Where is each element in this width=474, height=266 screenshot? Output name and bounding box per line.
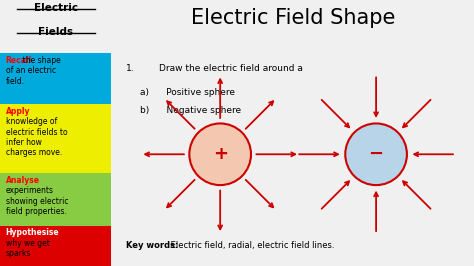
Text: −: −	[368, 145, 383, 163]
Text: Key words:: Key words:	[126, 241, 178, 250]
Text: why we get
sparks: why we get sparks	[6, 228, 49, 258]
Text: the shape
of an electric
field.: the shape of an electric field.	[6, 56, 60, 86]
Text: Draw the electric field around a: Draw the electric field around a	[158, 64, 302, 73]
Text: Hypothesise: Hypothesise	[6, 228, 59, 237]
Bar	[0, 53, 111, 104]
Bar	[0, 104, 111, 173]
Ellipse shape	[189, 123, 251, 185]
Text: Electric field, radial, electric field lines.: Electric field, radial, electric field l…	[168, 241, 334, 250]
Text: Fields: Fields	[38, 27, 73, 37]
Bar	[0, 173, 111, 226]
Text: Electric Field Shape: Electric Field Shape	[191, 8, 395, 28]
Text: +: +	[213, 145, 228, 163]
Text: experiments
showing electric
field properties.: experiments showing electric field prope…	[6, 176, 68, 216]
Text: Apply: Apply	[6, 107, 30, 116]
Text: a)      Positive sphere: a) Positive sphere	[140, 88, 236, 97]
Ellipse shape	[345, 123, 407, 185]
Text: 1.: 1.	[126, 64, 135, 73]
Text: knowledge of
electric fields to
infer how
charges move.: knowledge of electric fields to infer ho…	[6, 107, 67, 157]
Text: Electric: Electric	[34, 3, 78, 13]
Text: Analyse: Analyse	[6, 176, 39, 185]
Text: b)      Negative sphere: b) Negative sphere	[140, 106, 242, 115]
Bar	[0, 226, 111, 266]
Text: Recall: Recall	[6, 56, 32, 65]
